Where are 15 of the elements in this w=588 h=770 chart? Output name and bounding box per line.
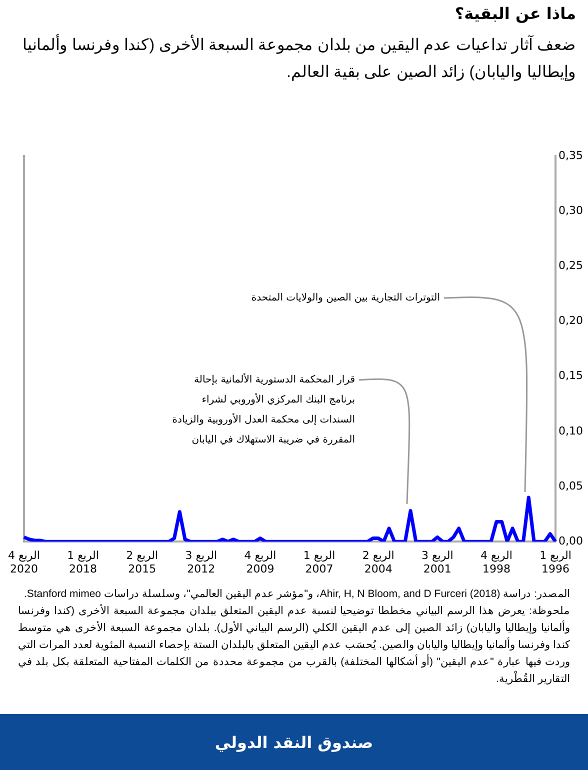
y-tick-label: 0,30 [558,204,584,217]
chart-subtitle: ضعف آثار تداعيات عدم اليقين من بلدان مجموعة السبعة الأخرى (كندا وفرنسا وألمانيا وإيطاليا واليابان) زائد الصين على بقية العالم. [21,33,576,83]
chart-title: ماذا عن البقية؟ [454,4,576,23]
y-tick-label: 0,20 [558,314,584,328]
annotation: التوترات التجارية بين الصين والولايات المتحدة [251,292,440,304]
y-tick-label: 0,00 [558,534,584,548]
y-tick-label: 0,05 [558,479,584,492]
y-tick-label: 0,15 [558,369,584,382]
text: صندوق النقد الدولي [0,714,588,770]
text: المصدر: دراسة Ahir, H, N Bloom, and D Furceri (2018)، و"مؤشر عدم اليقين العالمي"، وسلسلة دراسات Stanford mimeo. [22,587,570,602]
y-tick-label: 0,25 [558,259,584,272]
text: ملحوظة: يعرض هذا الرسم البياني مخططا توضيحيا لنسبة عدم اليقين المتعلق ببلدان مجموعة السبعة الأخرى (كندا وفرنسا وألمانيا وإيطاليا واليابان) زائد الصين إلى عدم اليقين الكلي (الرسم البياني الأول). بلدان مجموعة السبعة الأخرى هي متوسط كندا وفرنسا وألمانيا وإيطاليا واليابان والصين. يُحسَب عدم اليقين المتعلق بالبلدان الستة بإحصاء النسبة المئوية لعدد المرات التي وردت فيها عبارة "عدم اليقين" (أو أشكالها المختلفة) بالقرب من مجموعة محددة من الكلمات المفتاحية المتعلقة بكل بلد في التقارير القُطْرية. [18,603,570,687]
annotation: قرار المحكمة الدستورية الألمانية بإحالة برنامج البنك المركزي الأوروبي لشراء السندات إلى محكمة العدل الأوروبية والزيادة المقررة في ضريبة الاستهلاك في اليابان [172,372,356,446]
y-tick-label: 0,10 [558,424,584,438]
y-tick-label: 0,35 [558,148,584,162]
